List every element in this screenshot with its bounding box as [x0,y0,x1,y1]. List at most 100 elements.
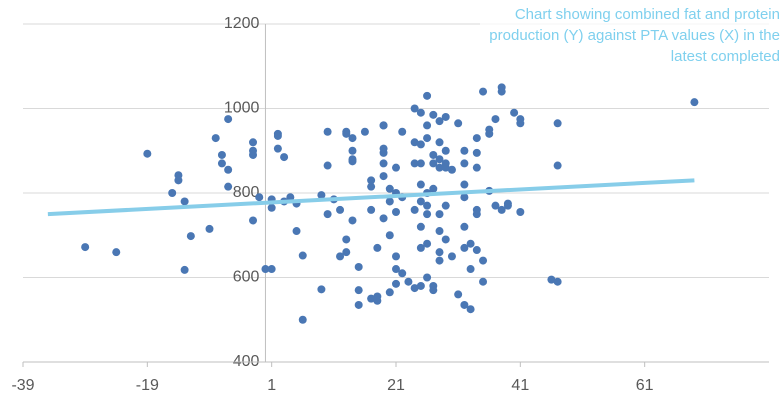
point [354,286,363,295]
point [460,243,469,252]
point [174,171,183,180]
point [435,227,444,236]
point [255,193,264,202]
point [410,159,419,168]
point [348,157,357,166]
y-tick-label: 1000 [224,100,260,117]
point [516,208,525,217]
point [398,127,407,136]
point [323,161,332,170]
point [416,222,425,231]
point [447,252,456,261]
point [416,281,425,290]
point [423,239,432,248]
point [379,214,388,223]
point [472,148,481,157]
point [485,129,494,138]
point [429,286,438,295]
point [367,176,376,185]
point [410,138,419,147]
point [516,119,525,128]
point [510,108,519,117]
point [385,231,394,240]
point [286,193,295,202]
point [292,227,301,236]
point [217,159,226,168]
point [336,205,345,214]
point [479,277,488,286]
point [280,153,289,162]
point [441,201,450,210]
point [497,205,506,214]
point [472,163,481,172]
point [360,127,369,136]
point [441,163,450,172]
point [410,104,419,113]
point [460,193,469,202]
point [180,197,189,206]
point [273,144,282,153]
point [460,146,469,155]
point [367,205,376,214]
point [379,159,388,168]
point [348,146,357,155]
point [354,262,363,271]
point [385,184,394,193]
point [168,189,177,197]
point [472,210,481,219]
point [348,134,357,143]
point [224,165,233,174]
point [435,248,444,257]
point [367,182,376,191]
point [342,129,351,138]
point [435,117,444,126]
point [441,146,450,155]
point [466,239,475,248]
point [273,131,282,140]
annotation: Chart showing combined fat and protein p… [480,4,780,67]
point [553,119,562,128]
point [342,248,351,257]
point [385,197,394,206]
point [416,197,425,206]
x-tick-label: -39 [11,377,34,394]
point [392,208,400,217]
point [342,235,351,244]
point [423,210,432,219]
point [373,296,382,305]
y-tick-label: 800 [233,184,260,201]
point [379,172,388,181]
x-tick-label: 21 [387,377,405,394]
point [423,201,432,210]
point [267,265,276,274]
point [416,140,425,149]
point [466,305,475,314]
point [429,184,438,193]
point [367,294,376,303]
point [416,159,425,168]
point [81,243,90,252]
point [429,110,438,119]
point [472,134,481,143]
trendline [47,178,695,217]
point [460,159,469,168]
point [211,134,220,143]
point [423,121,432,130]
y-tick-label: 1200 [224,15,260,32]
point [317,285,326,294]
point [217,150,226,159]
point [249,216,258,225]
point [267,203,276,212]
x-tick-label: 1 [267,377,276,394]
x-tick-label: 41 [511,377,529,394]
point [317,191,326,200]
point [460,180,469,189]
point [398,269,407,278]
point [416,108,425,117]
point [454,290,463,299]
point [379,148,388,157]
point [404,277,413,286]
point [373,243,382,252]
point [435,163,444,172]
y-tick-label: 600 [233,269,260,286]
